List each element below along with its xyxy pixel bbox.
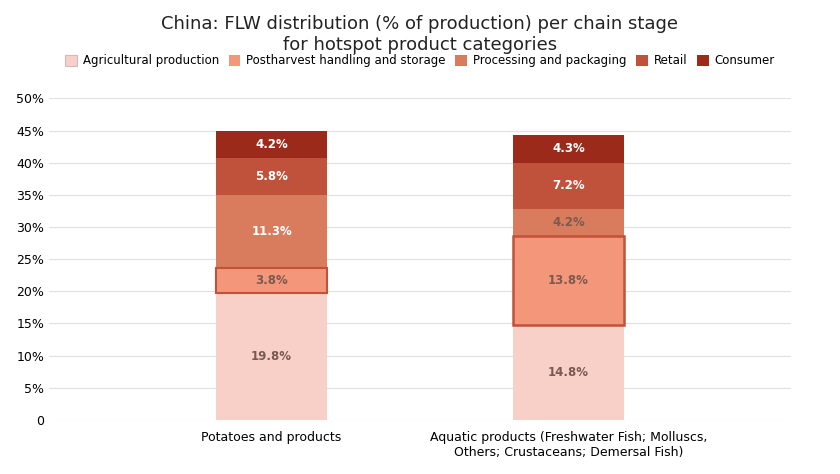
Title: China: FLW distribution (% of production) per chain stage
for hotspot product ca: China: FLW distribution (% of production… bbox=[161, 15, 679, 54]
Bar bbox=[512, 209, 624, 236]
Bar bbox=[512, 325, 624, 420]
Bar bbox=[216, 131, 328, 158]
Text: 19.8%: 19.8% bbox=[251, 350, 292, 363]
Bar bbox=[512, 135, 624, 163]
Text: 14.8%: 14.8% bbox=[548, 366, 589, 379]
Bar bbox=[512, 236, 624, 325]
Bar bbox=[216, 195, 328, 268]
Bar bbox=[216, 292, 328, 420]
Bar bbox=[512, 236, 624, 325]
Bar bbox=[216, 158, 328, 195]
Text: 4.2%: 4.2% bbox=[255, 138, 288, 151]
Legend: Agricultural production, Postharvest handling and storage, Processing and packag: Agricultural production, Postharvest han… bbox=[60, 50, 780, 72]
Text: 11.3%: 11.3% bbox=[251, 225, 292, 238]
Text: 13.8%: 13.8% bbox=[548, 274, 589, 287]
Text: 5.8%: 5.8% bbox=[255, 170, 288, 183]
Text: 3.8%: 3.8% bbox=[255, 274, 288, 287]
Text: 4.3%: 4.3% bbox=[552, 142, 585, 155]
Text: 7.2%: 7.2% bbox=[552, 179, 585, 192]
Text: 4.2%: 4.2% bbox=[552, 216, 585, 229]
Bar bbox=[216, 268, 328, 292]
Bar bbox=[512, 163, 624, 209]
Bar bbox=[216, 268, 328, 292]
